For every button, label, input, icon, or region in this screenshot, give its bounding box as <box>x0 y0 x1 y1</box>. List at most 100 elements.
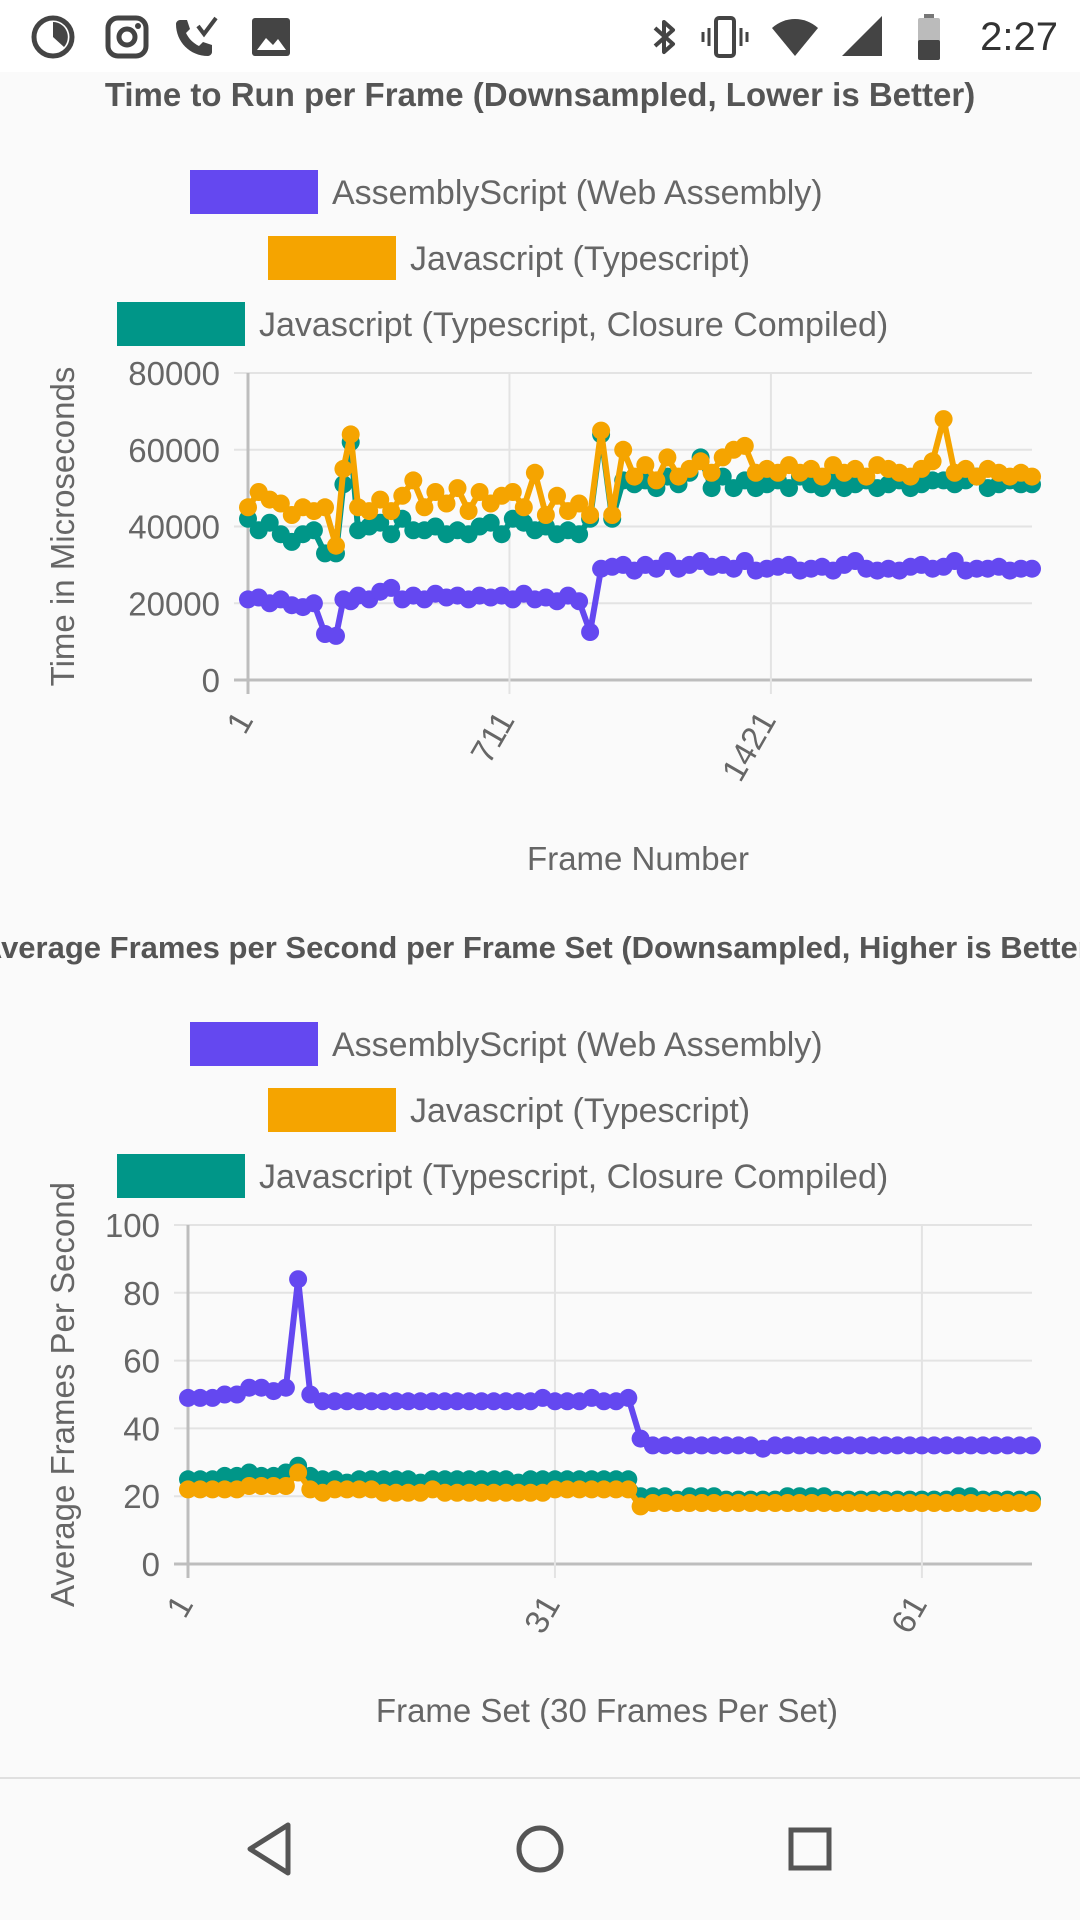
chart1-point-1-17[interactable] <box>415 498 434 517</box>
chart1-point-1-13[interactable] <box>371 490 390 509</box>
chart2-point-1-39[interactable] <box>656 1494 674 1512</box>
chart2-legend-label-1[interactable]: Javascript (Typescript) <box>410 1092 750 1130</box>
chart1-point-1-26[interactable] <box>514 498 533 517</box>
chart1-point-1-33[interactable] <box>592 421 611 440</box>
chart1-point-0-31[interactable] <box>570 592 589 611</box>
chart1-point-1-29[interactable] <box>548 486 566 505</box>
chart2-point-0-42[interactable] <box>692 1436 711 1455</box>
chart1-point-1-19[interactable] <box>437 494 456 513</box>
home-icon[interactable] <box>500 1809 580 1889</box>
recents-icon[interactable] <box>770 1809 850 1889</box>
chart1-point-0-8[interactable] <box>327 626 345 645</box>
chart1-point-1-8[interactable] <box>327 536 345 555</box>
chart1-point-1-16[interactable] <box>404 471 423 490</box>
chart1-point-0-72[interactable] <box>1023 559 1041 578</box>
chart1-point-1-42[interactable] <box>691 452 710 471</box>
chart2-point-0-61[interactable] <box>925 1436 944 1455</box>
chart1-point-1-35[interactable] <box>614 440 633 459</box>
chart1-point-1-15[interactable] <box>393 486 412 505</box>
chart1-point-1-63[interactable] <box>923 452 942 471</box>
chart2-point-1-7[interactable] <box>264 1477 283 1495</box>
chart1-point-1-12[interactable] <box>360 502 379 521</box>
chart1-point-1-31[interactable] <box>570 494 589 513</box>
chart2-point-1-58[interactable] <box>888 1494 907 1512</box>
chart1-point-1-39[interactable] <box>658 448 677 467</box>
chart1-point-1-0[interactable] <box>239 498 257 517</box>
chart1-point-1-46[interactable] <box>735 436 754 455</box>
chart1-point-1-32[interactable] <box>581 506 600 524</box>
chart1-point-1-9[interactable] <box>334 459 353 478</box>
chart1-point-1-57[interactable] <box>857 467 876 486</box>
chart1-point-2-14[interactable] <box>382 525 401 544</box>
back-icon[interactable] <box>230 1809 310 1889</box>
chart2-point-0-20[interactable] <box>423 1392 442 1411</box>
chart2-point-0-54[interactable] <box>839 1436 858 1455</box>
chart2-point-1-54[interactable] <box>839 1494 858 1512</box>
chart1-point-1-34[interactable] <box>603 506 622 524</box>
chart2-point-0-14[interactable] <box>350 1392 369 1411</box>
chart2-point-1-8[interactable] <box>276 1477 295 1495</box>
chart2-point-1-36[interactable] <box>619 1480 638 1499</box>
chart2-point-0-1[interactable] <box>191 1388 210 1407</box>
chart2-point-0-36[interactable] <box>619 1388 638 1407</box>
chart2-point-1-23[interactable] <box>460 1483 479 1502</box>
chart1-point-2-24[interactable] <box>492 525 511 544</box>
chart1-legend-label-2[interactable]: Javascript (Typescript, Closure Compiled… <box>259 306 888 344</box>
chart2-point-0-67[interactable] <box>998 1436 1017 1455</box>
chart2-point-1-69[interactable] <box>1023 1494 1041 1512</box>
chart1-point-1-28[interactable] <box>536 506 555 524</box>
chart1-point-1-7[interactable] <box>316 498 334 517</box>
chart2-point-0-69[interactable] <box>1023 1436 1041 1455</box>
chart2-point-1-42[interactable] <box>692 1494 711 1512</box>
chart2-point-0-48[interactable] <box>766 1436 785 1455</box>
chart1-point-1-53[interactable] <box>813 467 832 486</box>
chart2-point-1-17[interactable] <box>386 1483 405 1502</box>
chart2-point-0-51[interactable] <box>802 1436 821 1455</box>
chart1-point-1-25[interactable] <box>503 483 522 501</box>
chart1-point-0-6[interactable] <box>304 594 323 613</box>
chart2-point-1-48[interactable] <box>766 1494 785 1512</box>
chart1-point-1-27[interactable] <box>525 463 544 482</box>
chart1-point-2-2[interactable] <box>260 513 279 532</box>
chart1-point-2-50[interactable] <box>780 479 798 498</box>
chart1-point-2-31[interactable] <box>570 525 589 544</box>
chart1-point-2-13[interactable] <box>371 513 390 532</box>
chart2-point-0-64[interactable] <box>961 1436 980 1455</box>
chart2-point-0-9[interactable] <box>289 1270 308 1289</box>
chart1-point-1-38[interactable] <box>647 471 666 490</box>
chart1-point-2-6[interactable] <box>304 521 323 540</box>
chart1-point-1-14[interactable] <box>382 502 401 521</box>
chart2-point-1-67[interactable] <box>998 1494 1017 1512</box>
chart2-point-1-45[interactable] <box>729 1494 748 1512</box>
chart1-point-1-20[interactable] <box>448 479 467 498</box>
chart1-point-0-14[interactable] <box>382 578 401 597</box>
chart2-point-0-23[interactable] <box>460 1392 479 1411</box>
chart2-point-0-58[interactable] <box>888 1436 907 1455</box>
chart1-point-2-43[interactable] <box>702 479 721 498</box>
chart2-point-0-26[interactable] <box>497 1392 515 1411</box>
chart2-point-1-9[interactable] <box>289 1463 308 1482</box>
chart1-point-1-72[interactable] <box>1023 467 1041 486</box>
chart1-point-1-3[interactable] <box>271 494 290 513</box>
chart1-legend-label-1[interactable]: Javascript (Typescript) <box>410 240 750 278</box>
chart2-point-2-17[interactable] <box>386 1470 405 1489</box>
chart2-point-1-51[interactable] <box>802 1494 821 1512</box>
chart1-point-2-23[interactable] <box>481 513 500 532</box>
chart1-point-1-22[interactable] <box>470 483 489 501</box>
chart1-point-1-36[interactable] <box>625 467 644 486</box>
chart1-point-1-64[interactable] <box>934 410 953 429</box>
chart2-point-2-29[interactable] <box>533 1470 552 1489</box>
chart2-point-0-8[interactable] <box>276 1378 295 1397</box>
chart2-point-1-64[interactable] <box>961 1494 980 1512</box>
chart2-point-1-61[interactable] <box>925 1494 944 1512</box>
chart1-point-1-21[interactable] <box>459 502 478 521</box>
chart2-point-0-45[interactable] <box>729 1436 748 1455</box>
chart2-point-1-1[interactable] <box>191 1480 210 1499</box>
chart2-point-0-39[interactable] <box>656 1436 674 1455</box>
chart2-point-0-17[interactable] <box>386 1392 405 1411</box>
chart2-point-1-14[interactable] <box>350 1480 369 1499</box>
chart2-legend-label-0[interactable]: AssemblyScript (Web Assembly) <box>332 1026 823 1064</box>
chart2-point-2-23[interactable] <box>460 1470 479 1489</box>
chart2-point-1-26[interactable] <box>497 1483 515 1502</box>
chart2-legend-label-2[interactable]: Javascript (Typescript, Closure Compiled… <box>259 1158 888 1196</box>
